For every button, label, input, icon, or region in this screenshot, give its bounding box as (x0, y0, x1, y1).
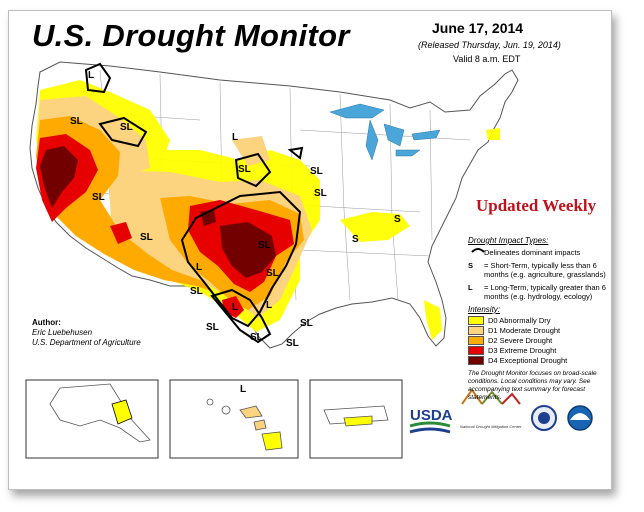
d4-areas (40, 146, 276, 278)
swatch-d1 (468, 326, 484, 335)
label-d2: D2 Severe Drought (488, 336, 553, 345)
label-sl-4: SL (310, 166, 323, 177)
label-d1: D1 Moderate Drought (488, 326, 561, 335)
puerto-rico-inset (309, 379, 403, 459)
impact-types-header: Drought Impact Types: (468, 236, 549, 245)
label-sl-8: SL (266, 268, 279, 279)
impact-labels: L SL SL L SL SL SL SL SL L SL SL S S SL … (70, 70, 401, 349)
label-d0: D0 Abnormally Dry (488, 316, 551, 325)
swatch-d3 (468, 346, 484, 355)
noaa-logo (567, 405, 593, 431)
impact-line-sample (471, 248, 485, 253)
swatch-d2 (468, 336, 484, 345)
intensity-header: Intensity: (468, 305, 501, 314)
label-sl-13: SL (250, 332, 263, 343)
long-term-key: L (468, 283, 473, 292)
impact-boundaries (84, 62, 304, 344)
label-sl-12: SL (206, 322, 219, 333)
legend-dominant: Delineates dominant impacts (468, 248, 608, 257)
usda-logo: USDA (409, 407, 453, 434)
legend-short-term: S = Short-Term, typically less than 6 mo… (468, 261, 608, 279)
author-name: Eric Luebehusen (32, 328, 93, 337)
legend-d2: D2 Severe Drought (468, 336, 608, 345)
author-org: U.S. Department of Agriculture (32, 338, 141, 347)
label-sl-11: SL (300, 318, 313, 329)
dominant-text: Delineates dominant impacts (484, 248, 581, 257)
label-l-3: L (196, 262, 202, 273)
label-sl-3: SL (238, 164, 251, 175)
usda-logo-text: USDA (410, 407, 453, 424)
short-term-text: = Short-Term, typically less than 6 mont… (484, 261, 606, 279)
legend-d1: D1 Moderate Drought (468, 326, 608, 335)
legend-d4: D4 Exceptional Drought (468, 356, 608, 365)
label-s-1: S (394, 214, 401, 225)
alaska-inset (25, 379, 159, 459)
label-l-2: L (232, 132, 238, 143)
label-sl-14: SL (286, 338, 299, 349)
label-sl-1: SL (70, 116, 83, 127)
label-sl-5: SL (92, 192, 105, 203)
short-term-key: S (468, 261, 474, 270)
label-sl-7: SL (258, 240, 271, 251)
label-d4: D4 Exceptional Drought (488, 356, 568, 365)
map-title: U.S. Drought Monitor (32, 18, 350, 53)
label-sl-10: SL (190, 286, 203, 297)
great-lakes (329, 103, 441, 161)
label-s-2: S (352, 234, 359, 245)
label-sl-6: SL (140, 232, 153, 243)
legend: Drought Impact Types: Delineates dominan… (468, 236, 608, 366)
author-block: Author: Eric Luebehusen U.S. Department … (32, 318, 141, 348)
swatch-d0 (468, 316, 484, 325)
updated-weekly-banner: Updated Weekly (476, 196, 597, 215)
hawaii-inset: L (169, 379, 299, 459)
label-l-4: L (232, 302, 238, 313)
label-d3: D3 Extreme Drought (488, 346, 557, 355)
map-date: June 17, 2014 (432, 20, 524, 36)
ndmc-logo-text: National Drought Mitigation Center (460, 424, 522, 429)
label-l-5: L (266, 300, 272, 311)
label-sl-9: SL (314, 188, 327, 199)
label-l-1: L (88, 70, 94, 81)
valid-time: Valid 8 a.m. EDT (453, 54, 521, 64)
legend-d0: D0 Abnormally Dry (468, 316, 608, 325)
commerce-seal (531, 405, 557, 431)
label-l-hi: L (240, 384, 246, 395)
release-date: (Released Thursday, Jun. 19, 2014) (418, 40, 561, 50)
ndmc-logo: National Drought Mitigation Center (460, 388, 522, 429)
footnote: The Drought Monitor focuses on broad-sca… (468, 370, 597, 401)
legend-long-term: L = Long-Term, typically greater than 6 … (468, 283, 608, 301)
swatch-d4 (468, 356, 484, 365)
long-term-text: = Long-Term, typically greater than 6 mo… (484, 283, 606, 301)
label-sl-2: SL (120, 122, 133, 133)
author-label: Author: (32, 318, 61, 327)
legend-d3: D3 Extreme Drought (468, 346, 608, 355)
